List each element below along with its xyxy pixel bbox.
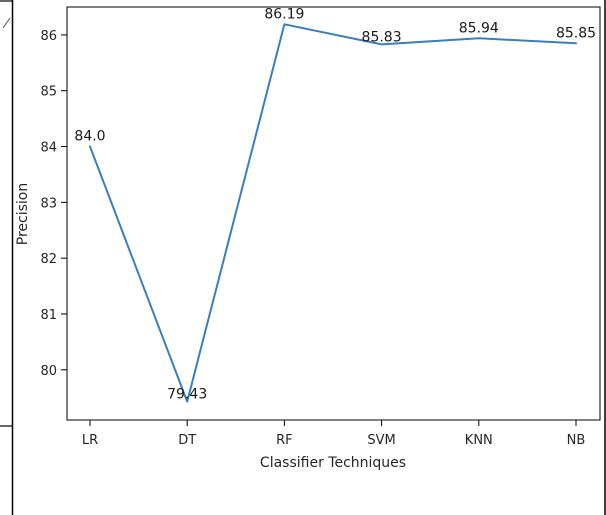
- left-panel-edge-mark: [2, 17, 11, 29]
- data-label: 86.19: [264, 6, 304, 22]
- data-label: 85.83: [362, 29, 402, 45]
- x-axis: LR DT RF SVM KNN NB: [82, 420, 585, 448]
- y-tick-label: 82: [40, 252, 57, 267]
- y-axis: 80 81 82 83 84 85 86: [40, 29, 67, 379]
- data-label: 79.43: [167, 387, 207, 403]
- data-label: 85.94: [459, 20, 499, 36]
- y-axis-title: Precision: [15, 183, 31, 245]
- data-label: 85.85: [556, 25, 596, 41]
- x-tick-label: KNN: [465, 433, 493, 448]
- x-axis-title: Classifier Techniques: [260, 455, 406, 471]
- x-tick-label: NB: [567, 433, 586, 448]
- x-tick-label: LR: [82, 433, 98, 448]
- data-label: 84.0: [74, 129, 105, 145]
- y-tick-label: 86: [40, 29, 57, 44]
- series-group: [89, 23, 577, 403]
- y-tick-label: 85: [40, 85, 57, 100]
- data-labels: 84.0 79.43 86.19 85.83 85.94 85.85: [74, 6, 596, 402]
- axes-frame: [66, 6, 601, 421]
- x-tick-label: SVM: [367, 433, 395, 448]
- data-points: [89, 24, 577, 402]
- y-tick-label: 80: [40, 364, 57, 379]
- series-line: [89, 23, 577, 403]
- x-tick-label: DT: [178, 433, 196, 448]
- x-tick-label: RF: [276, 433, 293, 448]
- y-tick-label: 84: [40, 141, 57, 156]
- y-tick-label: 81: [40, 308, 57, 323]
- y-tick-label: 83: [40, 196, 57, 211]
